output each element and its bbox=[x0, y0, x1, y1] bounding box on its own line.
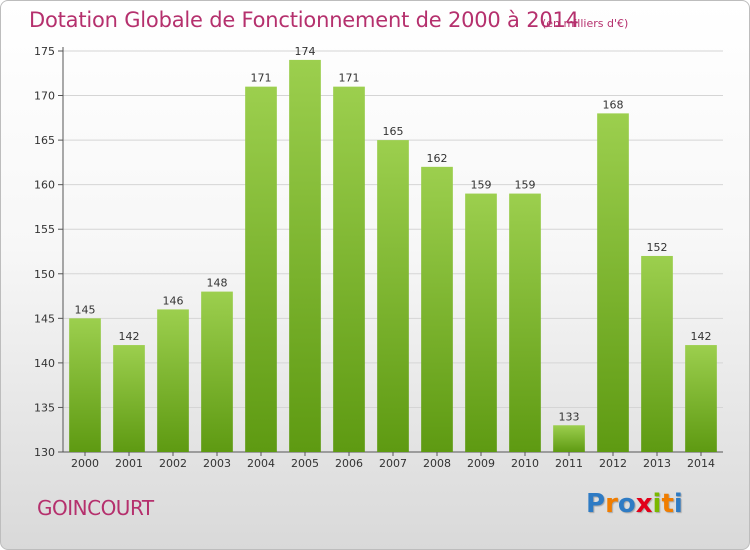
bar-2008 bbox=[421, 166, 453, 452]
y-tick-label: 155 bbox=[34, 223, 55, 236]
labels: 130 135 140 145 150 155 160 165 170 175 145 2000 142… bbox=[34, 45, 715, 470]
data-label-2008: 162 bbox=[427, 152, 448, 165]
x-tick-label-2008: 2008 bbox=[423, 457, 451, 470]
bar-2009 bbox=[465, 193, 497, 453]
y-tick-label: 150 bbox=[34, 268, 55, 281]
x-tick-label-2002: 2002 bbox=[159, 457, 187, 470]
data-label-2014: 142 bbox=[691, 330, 712, 343]
x-tick-label-2003: 2003 bbox=[203, 457, 231, 470]
data-label-2013: 152 bbox=[647, 241, 668, 254]
bars bbox=[69, 59, 717, 453]
data-label-2010: 159 bbox=[515, 179, 536, 192]
bar-2001 bbox=[113, 345, 145, 452]
logo-letter-4: i bbox=[652, 489, 662, 519]
bar-2004 bbox=[245, 86, 277, 453]
x-tick-label-2011: 2011 bbox=[555, 457, 583, 470]
chart-title: Dotation Globale de Fonctionnement de 20… bbox=[29, 8, 579, 32]
data-label-2012: 168 bbox=[603, 98, 624, 111]
logo-letter-2: o bbox=[617, 489, 636, 519]
data-label-2002: 146 bbox=[163, 294, 184, 307]
logo-letter-1: r bbox=[605, 489, 618, 519]
data-label-2001: 142 bbox=[119, 330, 140, 343]
y-tick-label: 170 bbox=[34, 90, 55, 103]
bar-2003 bbox=[201, 291, 233, 452]
bar-2005 bbox=[289, 59, 321, 453]
y-tick-label: 130 bbox=[34, 446, 55, 459]
x-tick-label-2014: 2014 bbox=[687, 457, 715, 470]
data-label-2011: 133 bbox=[559, 410, 580, 423]
commune-name: GOINCOURT bbox=[37, 496, 154, 520]
chart-unit: (en milliers d'€) bbox=[542, 17, 629, 30]
bar-2012 bbox=[597, 113, 629, 452]
x-tick-label-2004: 2004 bbox=[247, 457, 275, 470]
y-tick-label: 145 bbox=[34, 312, 55, 325]
data-label-2009: 159 bbox=[471, 179, 492, 192]
data-label-2003: 148 bbox=[207, 277, 228, 290]
x-tick-label-2005: 2005 bbox=[291, 457, 319, 470]
x-tick-label-2013: 2013 bbox=[643, 457, 671, 470]
x-tick-label-2007: 2007 bbox=[379, 457, 407, 470]
data-label-2007: 165 bbox=[383, 125, 404, 138]
logo-letter-6: i bbox=[673, 489, 683, 519]
logo-letter-5: t bbox=[661, 489, 674, 519]
bar-2013 bbox=[641, 255, 673, 452]
x-tick-label-2000: 2000 bbox=[71, 457, 99, 470]
bar-2007 bbox=[377, 140, 409, 452]
bar-2014 bbox=[685, 345, 717, 452]
bar-2006 bbox=[333, 86, 365, 453]
y-tick-label: 140 bbox=[34, 357, 55, 370]
logo-letter-3: x bbox=[635, 489, 653, 519]
data-label-2000: 145 bbox=[75, 303, 96, 316]
x-tick-label-2009: 2009 bbox=[467, 457, 495, 470]
bar-2000 bbox=[69, 318, 101, 452]
x-tick-label-2010: 2010 bbox=[511, 457, 539, 470]
data-label-2005: 174 bbox=[295, 45, 316, 58]
y-tick-label: 165 bbox=[34, 134, 55, 147]
y-tick-label: 175 bbox=[34, 45, 55, 58]
x-tick-label-2001: 2001 bbox=[115, 457, 143, 470]
x-tick-label-2012: 2012 bbox=[599, 457, 627, 470]
proxiti-logo: Proxiti bbox=[586, 489, 683, 519]
data-label-2004: 171 bbox=[251, 72, 272, 85]
y-tick-label: 160 bbox=[34, 179, 55, 192]
bar-2010 bbox=[509, 193, 541, 453]
bar-2002 bbox=[157, 309, 189, 452]
data-label-2006: 171 bbox=[339, 72, 360, 85]
bar-2011 bbox=[553, 425, 585, 452]
logo-letter-0: P bbox=[586, 489, 606, 519]
x-tick-label-2006: 2006 bbox=[335, 457, 363, 470]
y-tick-label: 135 bbox=[34, 401, 55, 414]
